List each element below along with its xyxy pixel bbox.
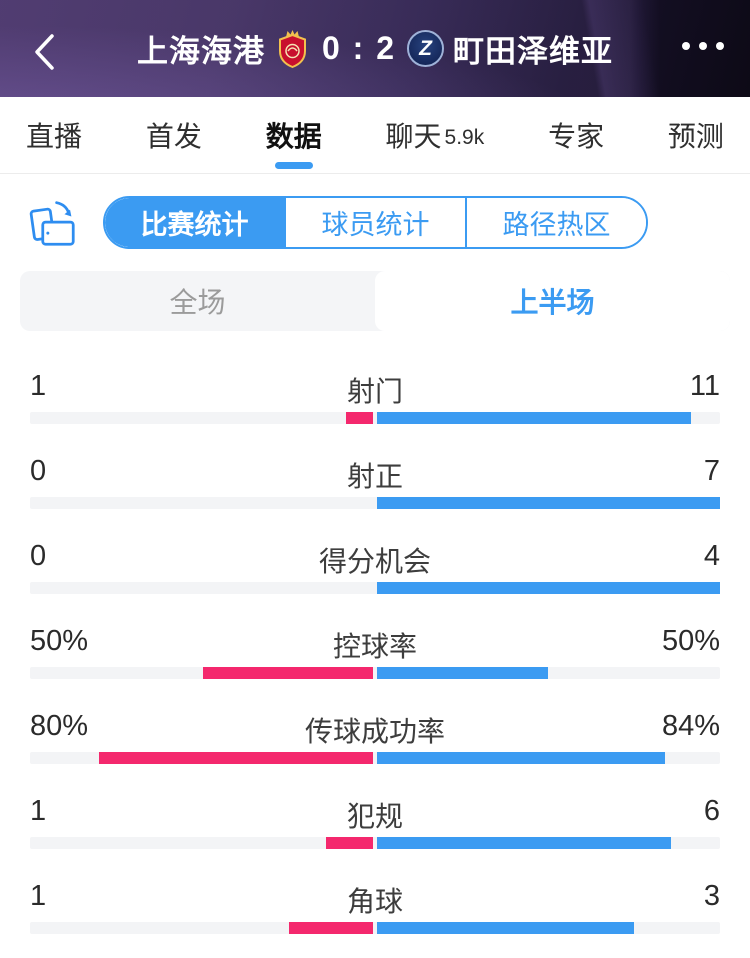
stats-segmented-control: 比赛统计 球员统计 路径热区 [103, 196, 648, 249]
away-bar [377, 582, 720, 594]
stat-values: 1 犯规 6 [30, 776, 720, 832]
away-bar [377, 922, 634, 934]
stat-row-pass-accuracy: 80% 传球成功率 84% [30, 691, 720, 776]
tab-data[interactable]: 数据 [266, 97, 322, 174]
home-value: 50% [30, 625, 89, 657]
home-value: 80% [30, 710, 89, 742]
back-chevron-icon [35, 34, 54, 70]
top-tabbar: 直播 首发 数据 聊天 5.9k 专家 预测 [0, 97, 750, 174]
home-value: 1 [30, 795, 47, 827]
tab-predict[interactable]: 预测 [668, 97, 724, 174]
away-value: 11 [689, 370, 720, 402]
half-toggle: 全场 上半场 [20, 271, 730, 331]
segment-player-stats[interactable]: 球员统计 [284, 198, 465, 247]
away-value: 84% [661, 710, 720, 742]
away-bar [377, 667, 548, 679]
stat-label: 射门 [346, 376, 403, 407]
tab-chat[interactable]: 聊天 5.9k [386, 97, 485, 174]
stat-row-fouls: 1 犯规 6 [30, 776, 720, 861]
match-header: 上海海港 0 : 2 Z 町田泽维亚 [0, 0, 750, 97]
stat-values: 0 得分机会 4 [30, 521, 720, 577]
stat-label: 犯规 [346, 801, 403, 832]
away-bar [377, 412, 692, 424]
tab-live[interactable]: 直播 [26, 97, 82, 174]
stats-controls: 比赛统计 球员统计 路径热区 [0, 174, 750, 249]
away-value: 50% [661, 625, 720, 657]
stat-label: 射正 [346, 461, 403, 492]
stat-values: 1 射门 11 [30, 351, 720, 407]
rotate-screen-button[interactable] [28, 198, 76, 248]
stat-bar-track [30, 412, 720, 424]
back-button[interactable] [24, 30, 64, 74]
stat-row-shots-on-target: 0 射正 7 [30, 436, 720, 521]
stat-bar-track [30, 667, 720, 679]
segment-path-heatmap[interactable]: 路径热区 [465, 198, 646, 247]
home-bar [325, 837, 373, 849]
away-bar [377, 497, 720, 509]
away-value: 3 [703, 880, 720, 912]
away-team-badge-icon: Z [407, 30, 445, 67]
away-value: 6 [703, 795, 720, 827]
stat-values: 0 射正 7 [30, 436, 720, 492]
more-dots-icon [682, 42, 690, 50]
stat-row-possession: 50% 控球率 50% [30, 606, 720, 691]
stat-label: 控球率 [332, 631, 417, 662]
away-bar [377, 837, 671, 849]
tab-label: 数据 [265, 121, 322, 152]
match-stats-list: 1 射门 11 0 射正 7 0 得分机会 4 50% 控球率 50% 80% 传球成功率 84% 1 犯规 6 1… [30, 351, 720, 946]
stat-bar-track [30, 837, 720, 849]
home-bar [202, 667, 373, 679]
home-value: 1 [30, 880, 47, 912]
more-menu-button[interactable] [682, 42, 724, 50]
tab-label: 预测 [667, 121, 724, 152]
stat-values: 50% 控球率 50% [30, 606, 720, 662]
stat-row-big-chances: 0 得分机会 4 [30, 521, 720, 606]
home-team-name: 上海海港 [136, 34, 265, 69]
toggle-full-match[interactable]: 全场 [169, 287, 226, 318]
stat-values: 80% 传球成功率 84% [30, 691, 720, 747]
segment-match-stats[interactable]: 比赛统计 [105, 198, 284, 247]
stat-bar-track [30, 582, 720, 594]
rotate-screen-icon [29, 200, 75, 246]
stat-label: 传球成功率 [304, 716, 445, 747]
tab-label: 专家 [548, 121, 605, 152]
tab-expert[interactable]: 专家 [548, 97, 604, 174]
away-value: 7 [703, 455, 720, 487]
stat-label: 得分机会 [318, 546, 431, 577]
tab-label: 聊天 [385, 121, 442, 152]
home-value: 0 [30, 455, 47, 487]
away-value: 4 [703, 540, 720, 572]
home-bar [346, 412, 373, 424]
stat-bar-track [30, 922, 720, 934]
away-bar [377, 752, 665, 764]
home-value: 1 [30, 370, 47, 402]
home-bar [288, 922, 373, 934]
stat-label: 角球 [346, 886, 403, 917]
match-title: 上海海港 0 : 2 Z 町田泽维亚 [137, 26, 613, 71]
score-text: 0 : 2 [321, 30, 397, 66]
stat-values: 1 角球 3 [30, 861, 720, 917]
away-team-name: 町田泽维亚 [453, 34, 614, 69]
home-bar [99, 752, 373, 764]
stat-bar-track [30, 497, 720, 509]
tab-label: 首发 [145, 121, 202, 152]
home-value: 0 [30, 540, 47, 572]
tab-label: 直播 [26, 121, 83, 152]
tab-count-badge: 5.9k [444, 126, 485, 149]
home-team-badge-icon [274, 29, 311, 68]
stat-row-corners: 1 角球 3 [30, 861, 720, 946]
stat-bar-track [30, 752, 720, 764]
stat-row-shots: 1 射门 11 [30, 351, 720, 436]
tab-lineup[interactable]: 首发 [146, 97, 202, 174]
toggle-first-half[interactable]: 上半场 [375, 271, 730, 331]
